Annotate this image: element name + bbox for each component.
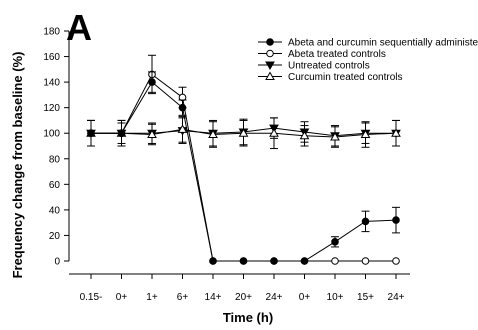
data-point [392, 216, 400, 224]
y-tick-label: 100 [43, 129, 60, 140]
data-point [361, 257, 370, 265]
data-point [147, 129, 157, 138]
panel-label: A [66, 7, 92, 48]
series-0 [87, 71, 400, 265]
legend-marker [265, 61, 275, 71]
legend-label: Curcumin treated controls [288, 72, 403, 83]
data-point [148, 78, 156, 86]
legend-item: Abeta treated controls [258, 49, 386, 60]
series-1 [87, 54, 400, 265]
data-point [391, 128, 401, 137]
data-point [209, 257, 217, 265]
x-tick-label: 24+ [266, 292, 283, 303]
x-tick-label: 0.15- [80, 292, 103, 303]
y-tick-label: 160 [43, 52, 60, 63]
y-tick-label: 180 [43, 27, 60, 38]
legend-marker [265, 71, 275, 80]
legend-label: Abeta treated controls [288, 49, 386, 60]
data-point [360, 129, 371, 138]
series-layer [86, 54, 401, 265]
legend-marker [266, 38, 274, 46]
legend-item: Abeta and curcumin sequentially administ… [258, 38, 478, 49]
data-point [178, 103, 187, 112]
x-tick-label: 10+ [327, 292, 344, 303]
x-tick-label: 15+ [357, 292, 374, 303]
y-tick-label: 20 [49, 231, 61, 242]
data-point [177, 124, 188, 133]
x-tick-label: 1+ [146, 292, 158, 303]
y-axis: 0 20 40 60 80 100 120 140 160 180 [43, 27, 70, 268]
data-point [87, 129, 95, 138]
x-tick-label: 24+ [388, 292, 405, 303]
legend-marker [266, 49, 274, 58]
x-tick-label: 20+ [235, 292, 252, 303]
data-point [208, 129, 218, 138]
y-tick-label: 80 [49, 154, 61, 165]
data-point [299, 130, 310, 140]
data-point [331, 238, 339, 246]
series-line [91, 81, 397, 262]
x-tick-label: 14+ [205, 292, 222, 303]
data-point [392, 257, 400, 265]
x-tick-label: 0+ [299, 292, 311, 303]
x-axis-title: Time (h) [223, 310, 273, 325]
legend-item: Curcumin treated controls [258, 71, 403, 83]
legend: Abeta and curcumin sequentially administ… [258, 38, 478, 83]
x-axis: 0.15- 0+ 1+ 6+ 14+ 20+ 24+ 0+ 10+ 15+ 24+ [69, 273, 410, 303]
series-3 [86, 116, 401, 150]
data-point [330, 132, 340, 141]
y-tick-label: 60 [49, 180, 61, 191]
legend-item: Untreated controls [258, 61, 370, 72]
legend-label: Abeta and curcumin sequentially administ… [288, 38, 478, 49]
y-tick-label: 0 [54, 257, 60, 268]
y-tick-label: 120 [43, 103, 60, 114]
data-point [238, 128, 249, 137]
data-point [331, 257, 339, 265]
series-line [91, 73, 396, 262]
data-point [117, 129, 126, 138]
y-axis-title: Frequency change from baseline (%) [10, 52, 25, 279]
data-point [239, 257, 248, 265]
legend-label: Untreated controls [288, 61, 370, 72]
x-tick-label: 6+ [177, 292, 189, 303]
y-tick-label: 140 [43, 78, 60, 89]
data-point [361, 217, 370, 226]
x-tick-label: 0+ [116, 292, 128, 303]
y-tick-label: 40 [49, 205, 61, 216]
data-point [270, 257, 278, 265]
data-point [269, 128, 279, 137]
data-point [300, 257, 309, 265]
